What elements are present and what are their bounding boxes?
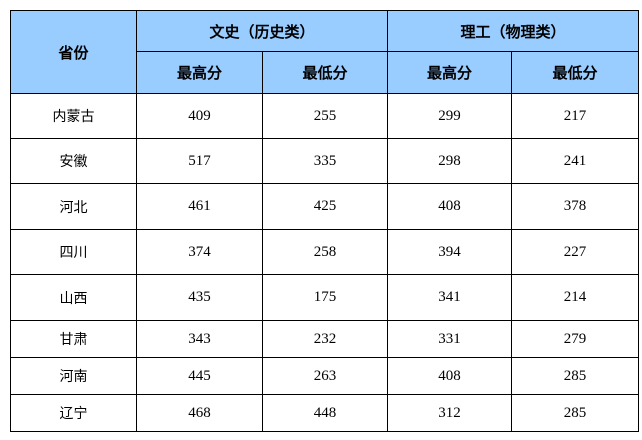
score-cell: 445 xyxy=(136,357,263,395)
score-cell: 255 xyxy=(261,93,389,139)
score-cell: 517 xyxy=(136,138,263,184)
score-cell: 258 xyxy=(261,229,389,275)
score-cell: 378 xyxy=(511,183,640,230)
table-row: 辽宁 468 448 312 285 xyxy=(10,394,640,432)
header-min-score: 最低分 xyxy=(511,51,640,94)
score-cell: 331 xyxy=(387,320,513,358)
header-group-liberal-arts: 文史（历史类） xyxy=(135,10,389,52)
score-cell: 285 xyxy=(511,394,640,432)
score-cell: 341 xyxy=(387,274,513,321)
score-cell: 435 xyxy=(136,274,263,321)
table-row: 河南 445 263 408 285 xyxy=(10,357,640,395)
table-row: 山西 435 175 341 214 xyxy=(10,274,640,321)
score-cell: 175 xyxy=(261,274,389,321)
score-cell: 214 xyxy=(511,274,640,321)
score-cell: 299 xyxy=(387,93,513,139)
score-cell: 468 xyxy=(136,394,263,432)
score-cell: 298 xyxy=(387,138,513,184)
province-cell: 内蒙古 xyxy=(10,93,137,139)
province-cell: 辽宁 xyxy=(10,394,137,432)
province-cell: 河北 xyxy=(10,183,137,230)
header-province: 省份 xyxy=(10,10,137,94)
score-table: 省份 文史（历史类） 理工（物理类） 最高分 最低分 最高分 最低分 内蒙古 40… xyxy=(10,10,640,432)
score-cell: 408 xyxy=(387,357,513,395)
score-cell: 312 xyxy=(387,394,513,432)
table-row: 内蒙古 409 255 299 217 xyxy=(10,93,640,139)
score-cell: 343 xyxy=(136,320,263,358)
score-cell: 448 xyxy=(261,394,389,432)
table-row: 安徽 517 335 298 241 xyxy=(10,138,640,184)
score-cell: 408 xyxy=(387,183,513,230)
score-cell: 335 xyxy=(261,138,389,184)
header-min-score: 最低分 xyxy=(261,51,389,94)
score-cell: 232 xyxy=(261,320,389,358)
header-max-score: 最高分 xyxy=(387,51,513,94)
province-cell: 山西 xyxy=(10,274,137,321)
score-cell: 394 xyxy=(387,229,513,275)
score-cell: 425 xyxy=(261,183,389,230)
province-cell: 四川 xyxy=(10,229,137,275)
score-cell: 461 xyxy=(136,183,263,230)
table-row: 甘肃 343 232 331 279 xyxy=(10,320,640,358)
score-cell: 409 xyxy=(136,93,263,139)
score-cell: 263 xyxy=(261,357,389,395)
province-cell: 河南 xyxy=(10,357,137,395)
score-cell: 374 xyxy=(136,229,263,275)
header-max-score: 最高分 xyxy=(136,51,263,94)
header-group-science: 理工（物理类） xyxy=(387,10,640,52)
table-row: 四川 374 258 394 227 xyxy=(10,229,640,275)
score-cell: 241 xyxy=(511,138,640,184)
province-cell: 安徽 xyxy=(10,138,137,184)
score-cell: 217 xyxy=(511,93,640,139)
province-cell: 甘肃 xyxy=(10,320,137,358)
score-cell: 227 xyxy=(511,229,640,275)
score-cell: 279 xyxy=(511,320,640,358)
table-row: 河北 461 425 408 378 xyxy=(10,183,640,230)
score-cell: 285 xyxy=(511,357,640,395)
